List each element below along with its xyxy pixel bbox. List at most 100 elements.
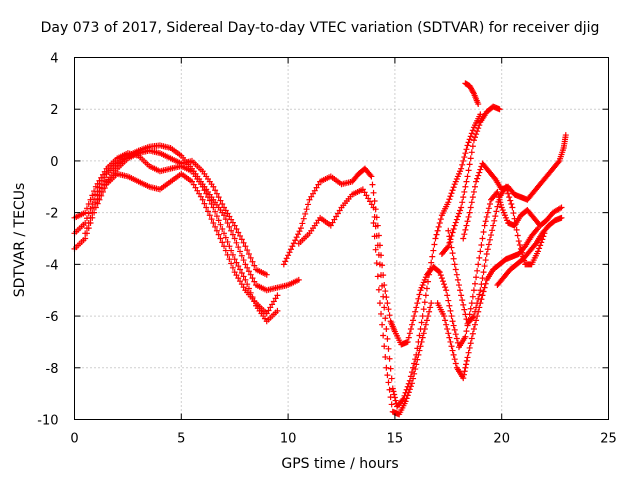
plus-marker (476, 122, 483, 129)
plus-marker (535, 225, 542, 232)
plus-marker (434, 227, 441, 234)
plus-marker (287, 246, 294, 253)
plus-marker (452, 360, 459, 367)
plus-marker (87, 196, 94, 203)
plus-marker (274, 292, 281, 299)
plus-marker (373, 260, 380, 267)
plus-marker (467, 305, 474, 312)
y-tick-label: 2 (50, 103, 58, 118)
plus-marker (407, 326, 414, 332)
plus-marker (242, 276, 249, 283)
plus-marker (221, 204, 228, 211)
series-2 (71, 150, 281, 325)
plus-marker (405, 389, 412, 396)
plus-marker (387, 365, 394, 372)
plus-marker (483, 251, 490, 258)
plus-marker (447, 238, 454, 245)
plus-marker (437, 272, 444, 279)
plus-marker (473, 304, 480, 311)
plus-marker (229, 231, 236, 238)
plus-marker (422, 321, 429, 328)
plus-marker (441, 313, 448, 320)
plus-marker (460, 371, 467, 378)
plus-marker (453, 216, 460, 223)
plus-marker (213, 213, 220, 220)
plus-marker (474, 267, 481, 274)
series-11 (445, 183, 548, 327)
plus-marker (403, 395, 410, 402)
plus-marker (460, 194, 467, 201)
plus-marker (383, 326, 390, 332)
plus-marker (490, 222, 497, 229)
plus-marker (465, 213, 472, 220)
plus-marker (473, 317, 480, 324)
plus-marker (206, 212, 213, 219)
plus-marker (467, 133, 474, 140)
plus-marker (237, 266, 244, 273)
plus-marker (233, 259, 240, 266)
plus-marker (371, 233, 378, 240)
plus-marker (297, 225, 304, 232)
plus-marker (459, 161, 466, 168)
plus-marker (384, 300, 391, 307)
plus-marker (389, 385, 396, 392)
plus-marker (222, 247, 229, 254)
x-tick-label: 20 (493, 432, 510, 447)
plus-marker (451, 222, 458, 229)
plus-marker (208, 216, 215, 223)
plus-marker (465, 139, 472, 146)
plus-marker (421, 299, 428, 306)
plus-marker (420, 306, 427, 313)
plus-marker (382, 315, 389, 322)
plus-marker (475, 125, 482, 132)
plus-marker (404, 392, 411, 399)
plus-marker (480, 229, 487, 236)
plus-marker (219, 201, 226, 208)
plus-marker (469, 194, 476, 201)
plus-marker (475, 295, 482, 302)
plus-marker (421, 326, 428, 332)
plus-marker (432, 235, 439, 242)
plus-marker (485, 205, 492, 212)
plus-marker (213, 190, 220, 197)
plus-marker (451, 356, 458, 363)
plus-marker (375, 251, 382, 258)
plus-marker (407, 383, 414, 390)
plus-marker (427, 265, 434, 272)
plus-marker (481, 263, 488, 270)
plus-marker (555, 159, 562, 166)
series-12 (460, 132, 569, 242)
plus-marker (245, 285, 252, 292)
plus-marker (450, 351, 457, 358)
plus-marker (462, 364, 469, 371)
plus-marker (476, 291, 483, 298)
plus-marker (477, 166, 484, 173)
plus-marker (454, 276, 461, 283)
plus-marker (336, 207, 343, 214)
plus-marker (210, 219, 217, 226)
plus-marker (415, 351, 422, 358)
x-tick-label: 5 (177, 432, 185, 447)
plus-marker (85, 201, 92, 208)
plus-marker (226, 223, 233, 230)
plus-marker (359, 186, 366, 193)
plus-marker (411, 313, 418, 320)
plus-marker (474, 128, 481, 135)
plus-marker (473, 274, 480, 281)
plus-marker (453, 271, 460, 278)
plus-marker (385, 306, 392, 313)
x-tick-label: 10 (280, 432, 297, 447)
plus-marker (449, 229, 456, 236)
plus-marker (461, 368, 468, 375)
plus-marker (450, 184, 457, 191)
series-13 (494, 214, 565, 289)
plus-marker (536, 245, 543, 252)
plus-marker (446, 302, 453, 309)
plus-marker (449, 347, 456, 354)
plus-marker (481, 222, 488, 229)
plus-marker (466, 344, 473, 351)
plus-marker (478, 281, 485, 288)
plus-marker (466, 161, 473, 168)
plus-marker (425, 313, 432, 320)
plus-marker (251, 262, 258, 269)
